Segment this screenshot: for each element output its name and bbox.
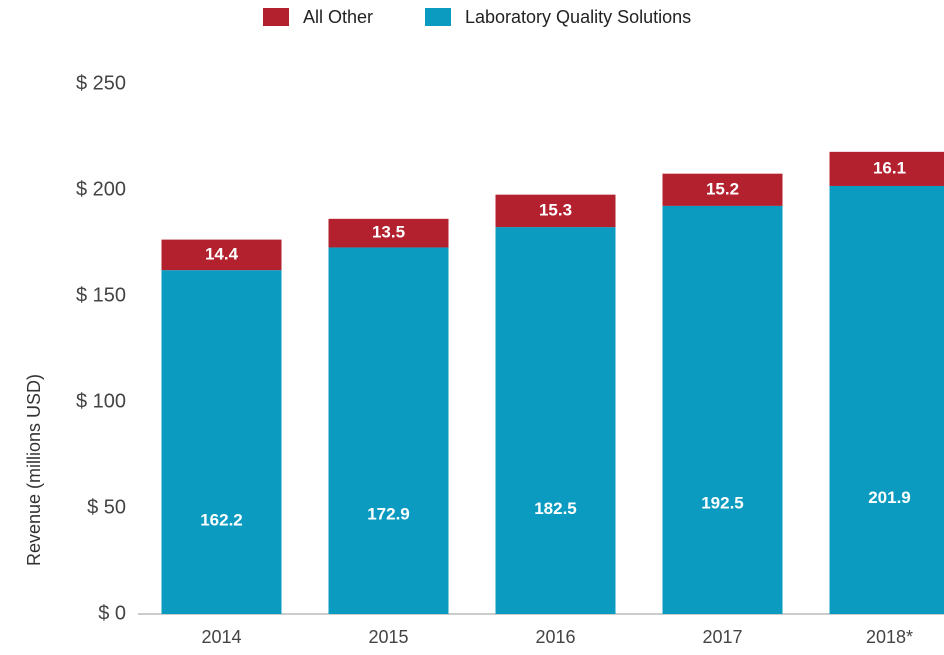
value-label: 14.4 bbox=[205, 244, 239, 263]
value-label: 172.9 bbox=[367, 505, 410, 524]
bar-segment bbox=[161, 270, 282, 614]
bar-segment bbox=[829, 151, 944, 186]
x-tick-label: 2015 bbox=[368, 627, 408, 647]
y-tick-label: $ 200 bbox=[76, 178, 126, 200]
value-label: 15.2 bbox=[706, 179, 739, 198]
y-tick-label: $ 100 bbox=[76, 390, 126, 412]
bar-segment bbox=[495, 227, 616, 614]
value-label: 182.5 bbox=[534, 499, 577, 518]
bar-segment bbox=[495, 194, 616, 228]
bar-segment bbox=[662, 173, 783, 206]
legend-label: All Other bbox=[303, 7, 373, 27]
y-tick-label: $ 50 bbox=[87, 496, 126, 518]
y-axis-title: Revenue (millions USD) bbox=[24, 374, 44, 566]
value-label: 201.9 bbox=[868, 488, 911, 507]
value-label: 16.1 bbox=[873, 158, 906, 177]
x-tick-label: 2014 bbox=[201, 627, 241, 647]
bar-segment bbox=[328, 218, 449, 248]
value-label: 162.2 bbox=[200, 511, 243, 530]
y-tick-label: $ 150 bbox=[76, 284, 126, 306]
bar-segment bbox=[161, 239, 282, 271]
bar-segment bbox=[328, 247, 449, 614]
legend-swatch bbox=[263, 8, 289, 26]
value-label: 192.5 bbox=[701, 493, 744, 512]
x-tick-label: 2017 bbox=[702, 627, 742, 647]
legend-label: Laboratory Quality Solutions bbox=[465, 7, 691, 27]
value-label: 15.3 bbox=[539, 200, 572, 219]
bar-segment bbox=[829, 185, 944, 615]
legend-swatch bbox=[425, 8, 451, 26]
value-label: 13.5 bbox=[372, 223, 405, 242]
y-tick-label: $ 250 bbox=[76, 72, 126, 94]
y-tick-label: $ 0 bbox=[98, 602, 126, 624]
x-tick-label: 2018* bbox=[866, 627, 913, 647]
x-tick-label: 2016 bbox=[535, 627, 575, 647]
bar-segment bbox=[662, 205, 783, 614]
